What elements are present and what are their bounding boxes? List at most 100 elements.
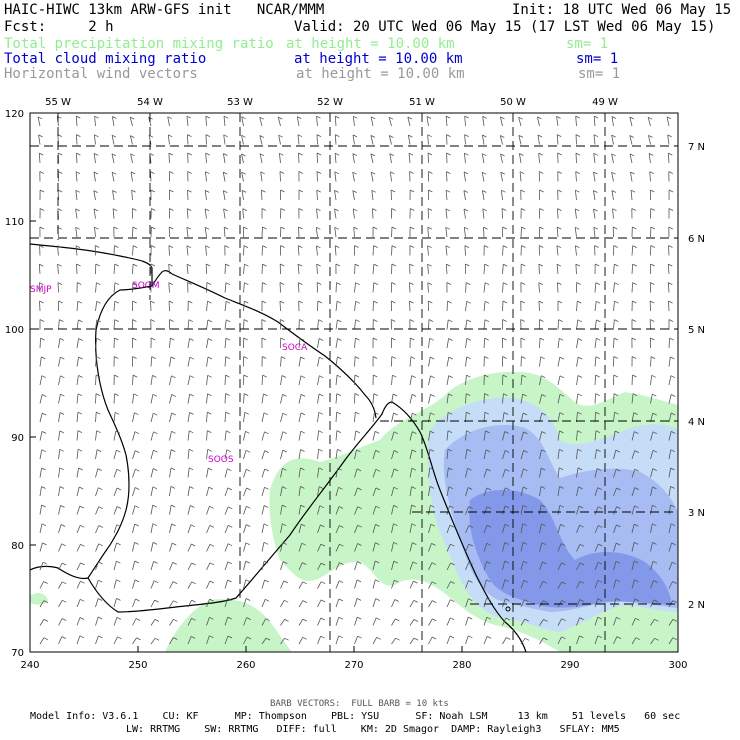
wind-barb	[500, 172, 503, 182]
wind-barb	[411, 486, 416, 489]
wind-barb	[393, 412, 398, 416]
wind-barb	[226, 300, 231, 304]
wind-barb	[76, 544, 81, 552]
wind-barb	[245, 542, 251, 546]
wind-barb	[241, 190, 244, 201]
wind-barb	[575, 153, 577, 164]
wind-barb	[224, 449, 228, 460]
wind-barb	[186, 226, 192, 230]
wind-barb	[133, 245, 138, 248]
wind-barb	[209, 580, 214, 584]
wind-barb	[151, 208, 156, 211]
wind-barb	[446, 544, 451, 552]
wind-barb	[372, 469, 377, 478]
wind-barb	[114, 319, 119, 322]
wind-barb	[446, 393, 449, 404]
wind-barb	[134, 505, 140, 509]
wind-barb	[93, 171, 99, 175]
wind-barb	[190, 524, 195, 528]
wind-barb	[95, 393, 101, 396]
axis-ticks	[29, 112, 679, 653]
wind-barb	[375, 598, 380, 601]
wind-barb	[116, 579, 121, 583]
wind-barb	[151, 245, 156, 248]
wind-barb	[187, 152, 192, 156]
wind-barb	[205, 171, 210, 175]
wind-barb	[503, 263, 508, 267]
wind-barb	[280, 486, 283, 497]
wind-barb	[446, 152, 451, 156]
wind-barb	[413, 600, 418, 603]
wind-barb	[543, 600, 548, 603]
wind-barb	[631, 487, 636, 497]
wind-barb	[339, 525, 344, 528]
wind-barb	[132, 412, 135, 423]
lon-label: 51 W	[409, 97, 435, 108]
wind-barb	[428, 431, 431, 441]
wind-barb	[353, 227, 355, 238]
wind-barb	[579, 524, 584, 528]
wind-barb	[241, 116, 246, 120]
wind-barb	[467, 467, 472, 471]
lon-label: 49 W	[592, 97, 618, 108]
wind-barb	[279, 152, 284, 156]
wind-barb	[613, 468, 617, 478]
wind-barb	[650, 189, 655, 193]
wind-barb	[76, 263, 81, 267]
wind-barb	[189, 393, 194, 397]
coastline-inner	[87, 270, 173, 579]
wind-barb	[354, 616, 358, 626]
wind-barb	[595, 411, 600, 415]
wind-barb	[629, 116, 633, 127]
wind-barb	[280, 337, 285, 341]
wind-barb	[576, 393, 579, 404]
wind-barb	[241, 172, 244, 182]
wind-barb	[116, 468, 121, 472]
wind-barb	[576, 375, 579, 386]
wind-barb	[594, 487, 599, 497]
wind-barb	[354, 245, 359, 248]
wind-barb	[465, 393, 467, 404]
wind-barb	[597, 635, 603, 639]
wind-barb	[557, 524, 561, 534]
wind-barb	[60, 505, 65, 508]
wind-barb	[209, 562, 215, 566]
wind-barb	[132, 487, 136, 497]
wind-barb	[446, 263, 451, 267]
wind-barb	[503, 412, 509, 415]
wind-barb	[482, 134, 485, 145]
wind-barb	[615, 579, 621, 583]
wind-barb	[468, 598, 473, 602]
wind-barb	[502, 431, 506, 441]
init-time: Init: 18 UTC Wed 06 May 15	[512, 2, 732, 18]
wind-barb	[95, 338, 98, 349]
wind-barb	[370, 153, 376, 157]
wind-barb	[132, 450, 136, 460]
wind-barb	[613, 356, 618, 359]
wind-barb	[448, 338, 453, 341]
wind-barb	[265, 637, 271, 641]
wind-barb	[576, 301, 578, 312]
wind-barb	[335, 544, 340, 552]
wind-barb	[354, 412, 356, 423]
wind-barb	[650, 337, 655, 341]
wind-barb	[376, 636, 381, 640]
wind-barb	[148, 116, 153, 120]
wind-barb	[648, 135, 653, 138]
wind-barb	[576, 338, 579, 349]
wind-barb	[224, 393, 226, 404]
wind-barb	[132, 542, 135, 552]
wind-barb	[502, 337, 507, 341]
wind-barb	[98, 525, 103, 528]
wind-barb	[224, 598, 228, 608]
wind-barb	[520, 412, 524, 423]
wind-barb	[388, 117, 392, 127]
wind-barb	[504, 505, 510, 509]
wind-barb	[372, 506, 377, 515]
wind-barb	[542, 580, 548, 584]
wind-barb	[375, 524, 380, 527]
wind-barb	[335, 525, 340, 534]
wind-barb	[39, 619, 45, 626]
wind-barb	[75, 245, 81, 249]
wind-barb	[354, 374, 360, 378]
